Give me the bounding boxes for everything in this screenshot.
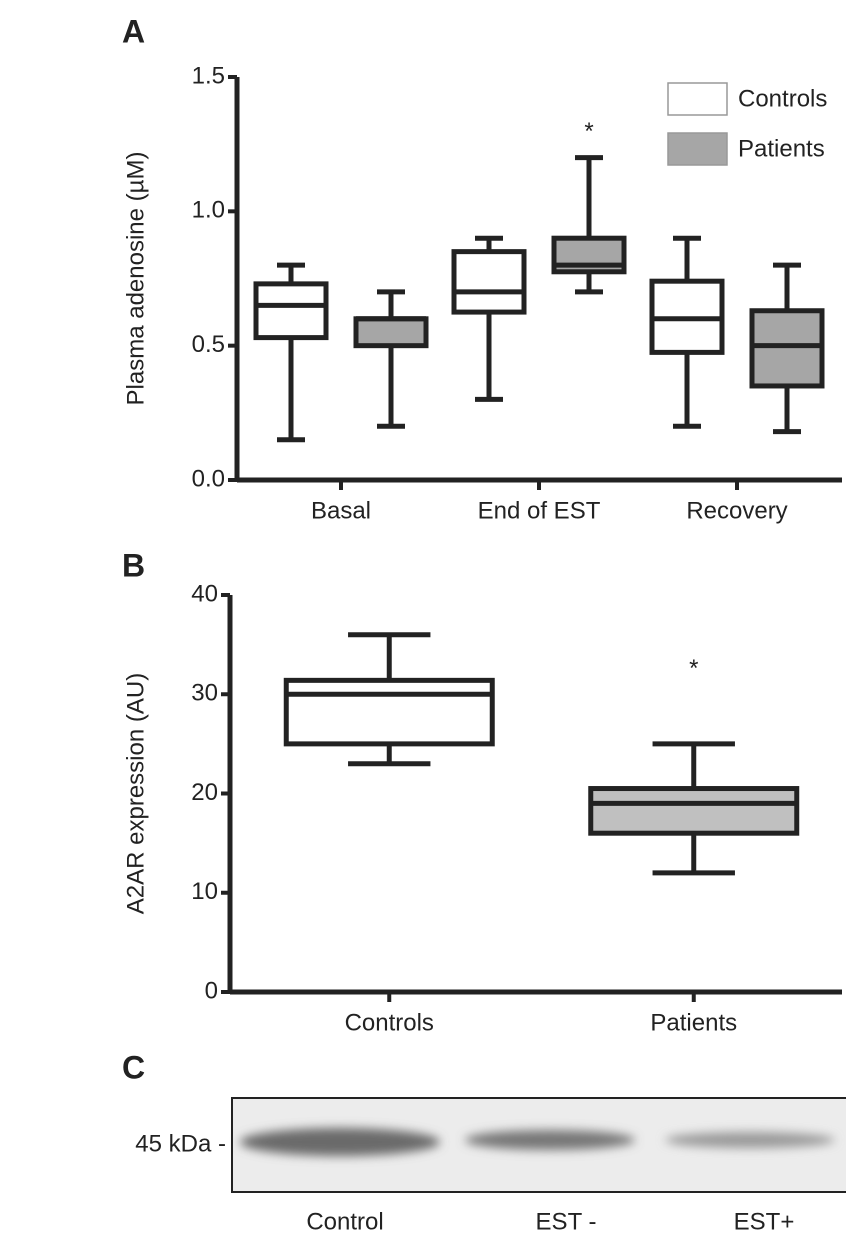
box: [454, 252, 524, 312]
y-axis-label: A2AR expression (AU): [122, 673, 149, 914]
legend-label: Patients: [738, 135, 825, 162]
figure: A B C 45 kDa - Control EST - EST+ Plasma…: [0, 0, 846, 1234]
y-axis-label: Plasma adenosine (µM): [122, 152, 149, 406]
lane-label: Control: [306, 1208, 383, 1234]
blot-marker: 45 kDa -: [135, 1130, 226, 1157]
x-tick-label: Patients: [650, 1009, 737, 1036]
y-tick-label: 40: [191, 580, 218, 607]
y-tick-label: 1.5: [192, 62, 225, 89]
legend-swatch: [668, 83, 727, 115]
x-tick-label: Basal: [311, 497, 371, 524]
y-tick-label: 30: [191, 680, 218, 707]
box: [286, 680, 492, 744]
box: [752, 311, 822, 386]
x-tick-label: Recovery: [686, 497, 787, 524]
y-tick-label: 0: [205, 977, 218, 1004]
y-tick-label: 0.5: [192, 331, 225, 358]
box: [591, 789, 797, 834]
y-tick-label: 0.0: [192, 465, 225, 492]
annotation: *: [584, 118, 593, 145]
x-tick-label: Controls: [345, 1009, 434, 1036]
lane-label: EST -: [536, 1208, 597, 1234]
annotation: *: [689, 655, 698, 682]
lane-label: EST+: [734, 1208, 795, 1234]
legend-swatch: [668, 133, 727, 165]
panel-letter: A: [122, 13, 145, 49]
x-tick-label: End of EST: [478, 497, 601, 524]
panel-letter: B: [122, 547, 145, 583]
box: [356, 319, 426, 346]
y-tick-label: 10: [191, 878, 218, 905]
legend-label: Controls: [738, 85, 827, 112]
box: [256, 284, 326, 338]
panel-letter: C: [122, 1049, 145, 1085]
y-tick-label: 20: [191, 779, 218, 806]
y-tick-label: 1.0: [192, 197, 225, 224]
